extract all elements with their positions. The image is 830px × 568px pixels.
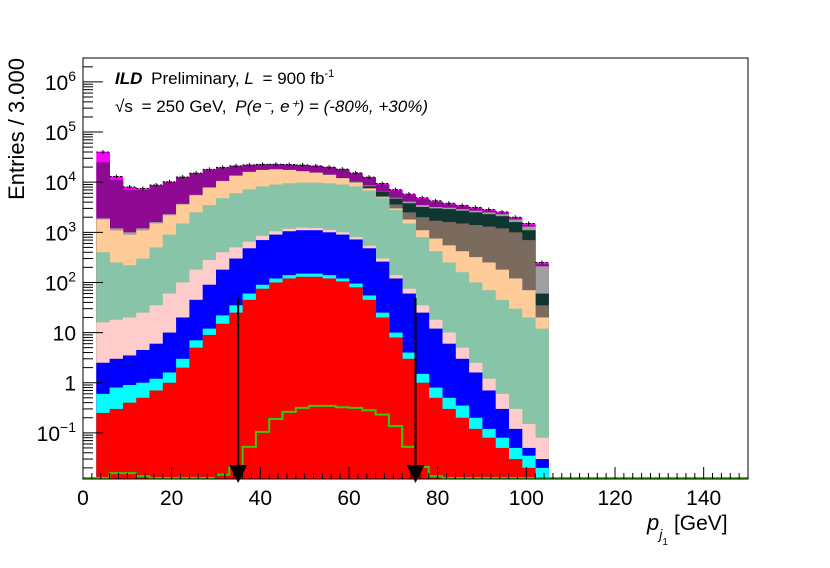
total-outline (96, 149, 549, 265)
upper-cut-arrowhead (406, 465, 425, 483)
experiment-label: ILD (115, 69, 142, 88)
y-tick-label: 102 (45, 268, 76, 295)
bar-red (282, 278, 297, 479)
info-line-1: ILD Preliminary, L = 900 fb-1 (115, 68, 334, 88)
bar-red (362, 299, 376, 479)
bar-red (322, 278, 337, 479)
y-tick-label: 105 (45, 118, 76, 145)
bar-red (109, 408, 124, 479)
x-axis-subscript: j (657, 526, 663, 542)
bar-red (482, 437, 496, 479)
x-tick-label: 40 (249, 487, 272, 510)
bar-red (122, 402, 137, 479)
bar-red (335, 281, 350, 479)
plot-frame (82, 57, 749, 480)
y-tick-label: 1 (64, 373, 76, 396)
y-tick-label: 10 (53, 323, 76, 346)
sqrt-s: √s (115, 97, 133, 116)
x-tick-label: 0 (77, 487, 89, 510)
bar-red (349, 287, 363, 479)
y-tick-label: 103 (45, 218, 76, 245)
bar-red (521, 467, 536, 479)
bar-red (415, 382, 430, 479)
bar-red (189, 347, 204, 479)
x-tick-label: 140 (686, 487, 721, 510)
bar-red (455, 417, 470, 479)
y-tick-label: 106 (45, 68, 76, 95)
x-axis-subsubscript: 1 (662, 537, 668, 548)
bar-red (202, 334, 217, 479)
lumi-value: = 900 fb (263, 69, 325, 88)
x-tick-label: 100 (509, 487, 544, 510)
bar-red (508, 459, 523, 479)
bar-red (176, 367, 190, 479)
bar-red (242, 299, 257, 479)
x-axis-unit: [GeV] (674, 512, 728, 535)
polarization-text: P(e⁻, e⁺) = (-80%, +30%) (235, 97, 428, 116)
bar-red (269, 282, 283, 479)
bar-red (255, 288, 270, 479)
energy-text: = 250 GeV, (142, 97, 227, 116)
bar-red (442, 408, 456, 479)
bar-red (216, 323, 230, 479)
x-axis: 0 20 40 60 80 100 120 140 (77, 467, 749, 510)
y-axis: 10−1 1 10 102 103 104 105 106 (37, 57, 103, 469)
bar-red (96, 412, 110, 479)
x-tick-label: 20 (160, 487, 183, 510)
y-tick-label: 104 (45, 168, 76, 195)
bar-red (468, 428, 483, 479)
bar-red (149, 390, 164, 479)
x-tick-label: 120 (597, 487, 632, 510)
comma: , (235, 69, 244, 88)
bar-red (229, 312, 243, 479)
bar-red (162, 382, 177, 479)
lumi-symbol: L (244, 69, 253, 88)
bar-red (309, 276, 323, 479)
bar-red (375, 317, 390, 479)
y-axis-title: Entries / 3.000 (4, 58, 29, 200)
x-tick-label: 80 (426, 487, 449, 510)
bar-red (495, 447, 509, 479)
x-axis-title: pj1 [GeV] (646, 510, 728, 548)
histogram-bars (96, 149, 549, 480)
x-axis-symbol: p (646, 510, 659, 535)
bar-red (295, 276, 310, 479)
lumi-exponent: -1 (324, 68, 334, 80)
lower-cut-arrowhead (229, 465, 248, 483)
bar-red (428, 397, 443, 479)
cut-arrows (229, 298, 425, 483)
info-line-2: √s = 250 GeV, P(e⁻, e⁺) = (-80%, +30%) (115, 97, 428, 116)
bar-red (136, 397, 150, 479)
bar-red (388, 337, 403, 479)
y-tick-label: 10−1 (37, 419, 77, 446)
bar-red (402, 358, 416, 479)
bar-cyan (535, 467, 549, 479)
status-label: Preliminary (151, 69, 237, 88)
x-tick-label: 60 (337, 487, 360, 510)
